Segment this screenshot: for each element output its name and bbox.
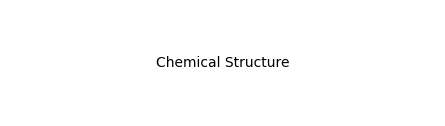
Text: Chemical Structure: Chemical Structure (156, 56, 289, 70)
